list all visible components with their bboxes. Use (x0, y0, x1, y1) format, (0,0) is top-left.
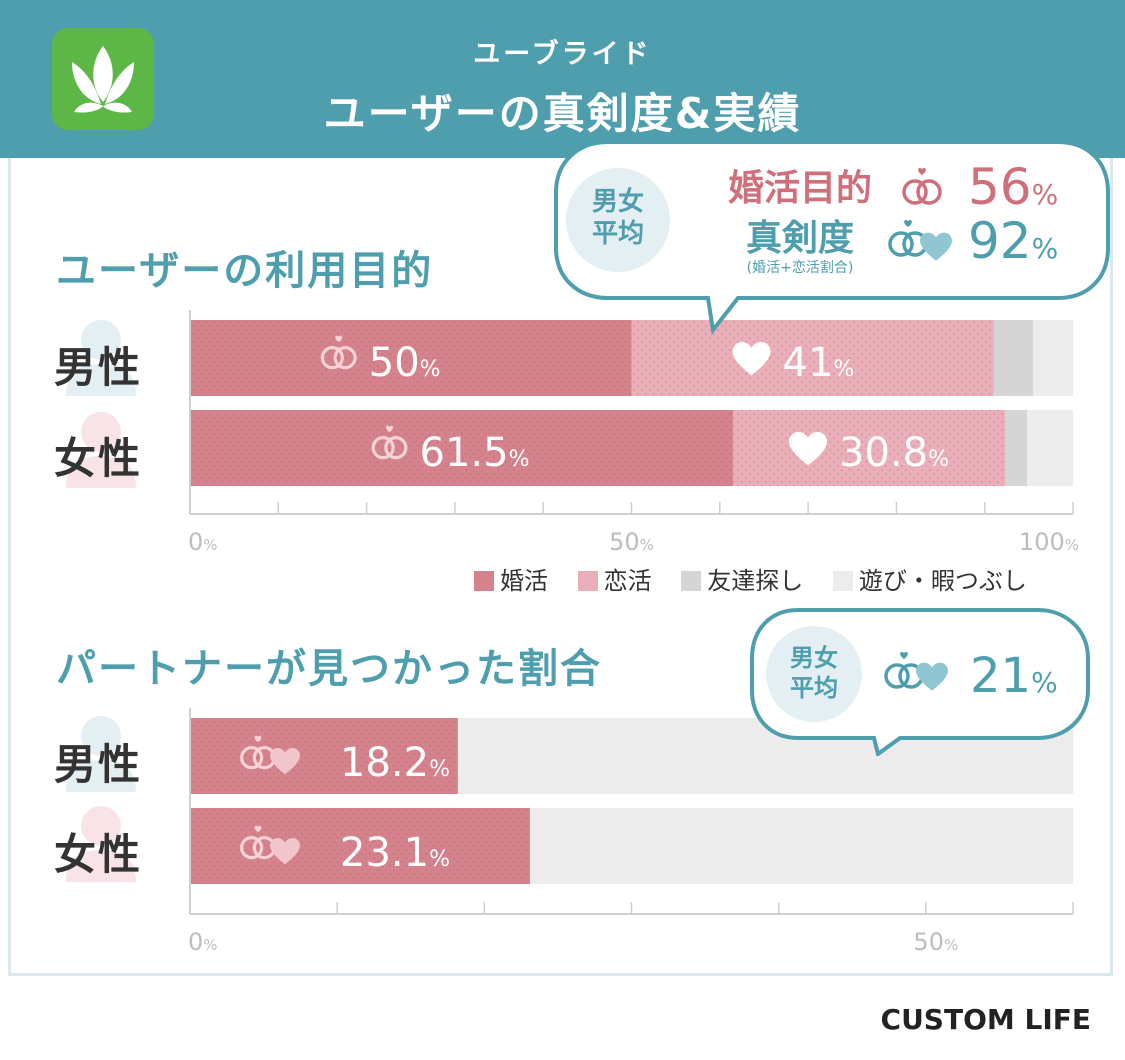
legend-swatch-tomodachi (681, 571, 702, 591)
bar-renkatsu-female (733, 410, 1006, 486)
purpose-section-title: ユーザーの利用目的 (56, 248, 434, 294)
bar-konkatsu-female (190, 410, 734, 486)
bar-asobi-male (1033, 320, 1073, 396)
purpose-x-tick-label-50: 50% (609, 528, 654, 556)
legend-label-asobi: 遊び・暇つぶし (858, 567, 1027, 595)
bubble1-serious-label: 真剣度 (746, 218, 854, 259)
partner-x-tick-label-50: 50% (913, 928, 958, 956)
bubble1-serious-note: (婚活+恋活割合) (747, 259, 854, 276)
partner-row-label-female: 女性 (54, 830, 143, 879)
legend-label-konkatsu: 婚活 (500, 567, 548, 595)
male-person-icon (66, 320, 136, 396)
header-title: ユーザーの真剣度&実績 (323, 89, 802, 138)
male-person-icon-2 (66, 716, 136, 792)
legend-swatch-renkatsu (577, 571, 598, 591)
bar-tomodachi-female (1005, 410, 1028, 486)
partner-x-tick-label-0: 0% (188, 928, 218, 956)
legend-swatch-asobi (832, 571, 853, 591)
partner-section-title: パートナーが見つかった割合 (56, 646, 602, 692)
legend-item-renkatsu: 恋活 (577, 567, 652, 595)
bubble1-konkatsu-label: 婚活目的 (728, 168, 872, 209)
footer-brand: CUSTOM LIFE (880, 1003, 1091, 1036)
purpose-row-label-male: 男性 (54, 343, 143, 392)
purpose-chart: 50% 41%61.5% 30.8%0% 50% 100% (188, 310, 1079, 556)
legend-item-tomodachi: 友達探し (681, 567, 803, 595)
purpose-x-tick-label-0: 0% (188, 528, 218, 556)
legend-item-konkatsu: 婚活 (474, 567, 548, 595)
legend-label-tomodachi: 友達探し (707, 567, 804, 595)
bar-partner-male (190, 718, 458, 794)
bar-asobi-female (1027, 410, 1073, 486)
bubble1-avg-line2: 平均 (592, 219, 644, 249)
female-person-icon (66, 412, 136, 488)
youbride-logo (52, 28, 154, 130)
header-banner (0, 0, 1125, 158)
purpose-legend: 婚活 恋活 友達探し 遊び・暇つぶし (474, 561, 1027, 596)
partner-chart: 18.2%23.1%0% 50% (188, 708, 1074, 956)
bubble1-konkatsu-value: 56% (968, 158, 1058, 216)
legend-item-asobi: 遊び・暇つぶし (832, 567, 1027, 595)
partner-average-bubble: 男女 平均 21% (750, 608, 1090, 756)
purpose-x-tick-label-100: 100% (1019, 528, 1079, 556)
purpose-row-label-female: 女性 (54, 434, 143, 483)
bubble2-avg-line2: 平均 (790, 674, 838, 702)
partner-row-label-male: 男性 (54, 740, 143, 789)
bar-partner-female (190, 808, 530, 884)
legend-swatch-konkatsu (474, 571, 494, 591)
header-subtitle: ユーブライド (473, 39, 652, 70)
bubble2-avg-line1: 男女 (790, 644, 838, 672)
bubble1-avg-line1: 男女 (592, 186, 644, 217)
purpose-average-bubble: 男女 平均 婚活目的 真剣度 (婚活+恋活割合) 56% 92% (554, 140, 1110, 335)
lotus-icon (72, 46, 134, 113)
content-frame (8, 158, 1113, 976)
female-person-icon-2 (66, 806, 136, 882)
bar-tomodachi-male (993, 320, 1034, 396)
bar-renkatsu-male (631, 320, 994, 396)
bar-konkatsu-male (190, 320, 632, 396)
legend-label-renkatsu: 恋活 (603, 567, 652, 595)
